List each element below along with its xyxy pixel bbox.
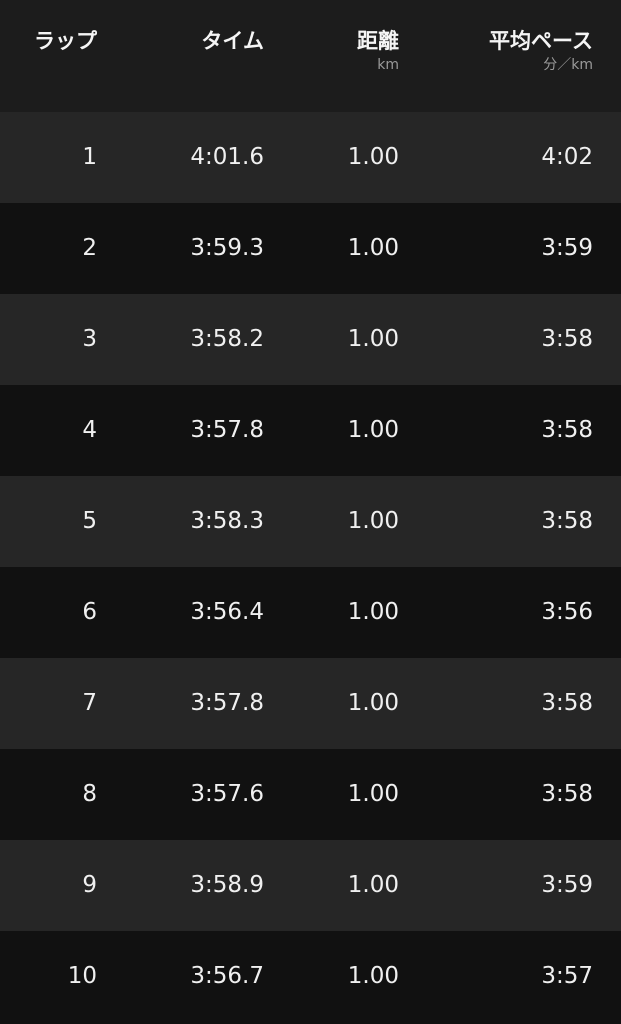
- lap-number: 6: [82, 599, 97, 625]
- header-lap-label: ラップ: [34, 29, 97, 53]
- lap-time: 3:56.4: [190, 599, 264, 625]
- lap-number: 3: [82, 326, 97, 352]
- lap-pace: 3:58: [541, 781, 593, 807]
- lap-table-header: ラップ タイム 距離 km 平均ペース 分／km: [0, 0, 621, 112]
- lap-number: 8: [82, 781, 97, 807]
- lap-pace: 3:58: [541, 690, 593, 716]
- lap-number: 5: [82, 508, 97, 534]
- lap-pace: 3:59: [541, 872, 593, 898]
- lap-distance: 1.00: [347, 872, 399, 898]
- table-row[interactable]: 10 3:56.7 1.00 3:57: [0, 931, 621, 1022]
- header-distance-unit: km: [377, 57, 399, 73]
- lap-table-body: 1 4:01.6 1.00 4:02 2 3:59.3 1.00 3:59 3 3:58.2 1.0…: [0, 112, 621, 1022]
- lap-number: 1: [82, 144, 97, 170]
- lap-time: 3:58.9: [190, 872, 264, 898]
- lap-pace: 4:02: [541, 144, 593, 170]
- lap-distance: 1.00: [347, 690, 399, 716]
- lap-time: 3:57.8: [190, 417, 264, 443]
- header-time: タイム: [201, 28, 264, 54]
- header-pace-unit: 分／km: [543, 57, 593, 73]
- header-pace: 平均ペース 分／km: [489, 28, 593, 74]
- lap-time: 3:57.6: [190, 781, 264, 807]
- lap-distance: 1.00: [347, 781, 399, 807]
- lap-time: 4:01.6: [190, 144, 264, 170]
- table-row[interactable]: 8 3:57.6 1.00 3:58: [0, 749, 621, 840]
- header-distance: 距離 km: [357, 28, 399, 74]
- lap-pace: 3:58: [541, 417, 593, 443]
- lap-distance: 1.00: [347, 235, 399, 261]
- lap-number: 9: [82, 872, 97, 898]
- table-row[interactable]: 7 3:57.8 1.00 3:58: [0, 658, 621, 749]
- lap-time: 3:58.2: [190, 326, 264, 352]
- lap-pace: 3:57: [541, 963, 593, 989]
- lap-distance: 1.00: [347, 144, 399, 170]
- lap-pace: 3:56: [541, 599, 593, 625]
- header-distance-label: 距離: [357, 29, 399, 53]
- lap-distance: 1.00: [347, 963, 399, 989]
- lap-number: 2: [82, 235, 97, 261]
- lap-time: 3:57.8: [190, 690, 264, 716]
- lap-distance: 1.00: [347, 326, 399, 352]
- lap-number: 7: [82, 690, 97, 716]
- lap-time: 3:56.7: [190, 963, 264, 989]
- header-pace-label: 平均ペース: [489, 29, 593, 53]
- table-row[interactable]: 3 3:58.2 1.00 3:58: [0, 294, 621, 385]
- table-row[interactable]: 4 3:57.8 1.00 3:58: [0, 385, 621, 476]
- table-row[interactable]: 1 4:01.6 1.00 4:02: [0, 112, 621, 203]
- table-row[interactable]: 5 3:58.3 1.00 3:58: [0, 476, 621, 567]
- table-row[interactable]: 9 3:58.9 1.00 3:59: [0, 840, 621, 931]
- lap-pace: 3:58: [541, 326, 593, 352]
- header-time-label: タイム: [201, 29, 264, 53]
- lap-pace: 3:59: [541, 235, 593, 261]
- lap-number: 10: [67, 963, 97, 989]
- lap-pace: 3:58: [541, 508, 593, 534]
- lap-number: 4: [82, 417, 97, 443]
- lap-time: 3:59.3: [190, 235, 264, 261]
- table-row[interactable]: 2 3:59.3 1.00 3:59: [0, 203, 621, 294]
- table-row[interactable]: 6 3:56.4 1.00 3:56: [0, 567, 621, 658]
- lap-time: 3:58.3: [190, 508, 264, 534]
- lap-distance: 1.00: [347, 417, 399, 443]
- lap-distance: 1.00: [347, 508, 399, 534]
- header-lap: ラップ: [34, 28, 97, 54]
- lap-distance: 1.00: [347, 599, 399, 625]
